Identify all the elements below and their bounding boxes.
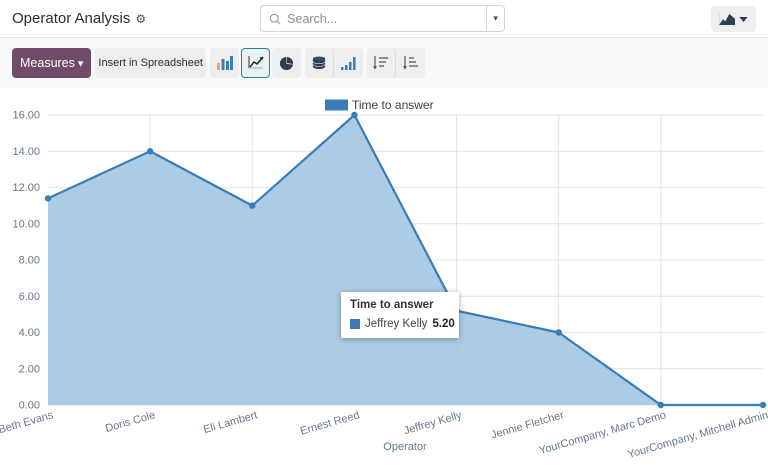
svg-text:Ernest Reed: Ernest Reed (299, 409, 361, 437)
svg-text:Doris Cole: Doris Cole (104, 409, 157, 435)
svg-text:10.00: 10.00 (12, 218, 40, 230)
svg-text:12.00: 12.00 (12, 182, 40, 194)
svg-text:4.00: 4.00 (19, 327, 40, 339)
svg-text:Time to answer: Time to answer (352, 98, 434, 112)
svg-text:Jennie Fletcher: Jennie Fletcher (490, 409, 566, 441)
svg-text:16.00: 16.00 (12, 110, 40, 122)
svg-text:Operator: Operator (383, 441, 427, 453)
svg-text:Jeffrey Kelly: Jeffrey Kelly (402, 409, 463, 437)
svg-text:Beth Evans: Beth Evans (0, 409, 55, 436)
svg-text:2.00: 2.00 (19, 363, 40, 375)
svg-text:6.00: 6.00 (19, 291, 40, 303)
svg-text:0.00: 0.00 (19, 400, 40, 412)
svg-text:Eli Lambert: Eli Lambert (202, 409, 259, 436)
svg-text:8.00: 8.00 (19, 255, 40, 267)
svg-text:14.00: 14.00 (12, 146, 40, 158)
